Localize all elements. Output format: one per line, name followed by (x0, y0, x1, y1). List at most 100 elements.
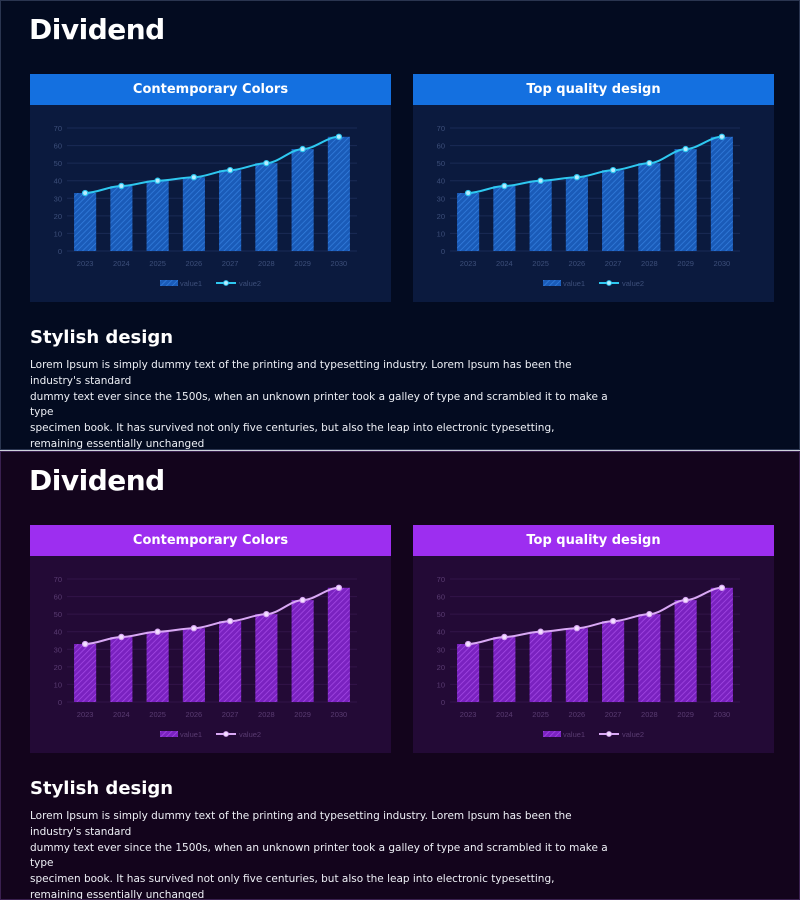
y-tick-label: 30 (437, 645, 445, 654)
line-marker (263, 159, 270, 167)
legend-marker-value2 (223, 731, 229, 737)
x-tick-label: 2024 (496, 710, 513, 719)
y-tick-label: 20 (437, 663, 445, 672)
bar (457, 193, 480, 251)
bar (529, 631, 552, 702)
y-tick-label: 50 (54, 159, 62, 168)
bar (110, 185, 133, 251)
x-tick-label: 2026 (186, 710, 203, 719)
line-marker (718, 133, 726, 140)
y-tick-label: 40 (437, 628, 445, 637)
x-tick-label: 2025 (149, 710, 166, 719)
y-tick-label: 30 (54, 645, 62, 654)
bar (255, 163, 278, 251)
bar (602, 170, 625, 251)
chart-panel-top-quality-design: Top quality design 0 10 20 30 40 50 60 70 2023 20… (413, 525, 774, 753)
x-tick-label: 2029 (677, 710, 694, 719)
x-tick-label: 2024 (496, 259, 513, 268)
x-tick-label: 2028 (258, 259, 275, 268)
line-marker (335, 133, 343, 140)
x-tick-label: 2029 (294, 710, 311, 719)
y-tick-label: 50 (437, 159, 445, 168)
x-tick-label: 2027 (222, 710, 239, 719)
x-tick-label: 2029 (294, 259, 311, 268)
bar (219, 170, 242, 251)
chart-title: Top quality design (413, 74, 774, 105)
bar (219, 621, 242, 702)
line-marker (501, 633, 508, 641)
line-marker (226, 166, 234, 174)
x-tick-label: 2027 (605, 710, 622, 719)
legend-marker-value2 (606, 280, 612, 286)
slide-title: Dividend (29, 464, 165, 497)
legend-label-value2: value2 (239, 279, 261, 288)
y-tick-label: 70 (437, 575, 445, 584)
y-tick-label: 50 (437, 610, 445, 619)
y-tick-label: 0 (58, 698, 62, 707)
y-tick-label: 70 (54, 575, 62, 584)
y-tick-label: 0 (441, 698, 445, 707)
x-tick-label: 2023 (77, 710, 94, 719)
line-marker (646, 610, 653, 618)
y-tick-label: 10 (437, 680, 445, 689)
y-tick-label: 20 (54, 212, 62, 221)
bar (291, 600, 314, 702)
bar (327, 136, 350, 251)
y-tick-label: 70 (54, 124, 62, 133)
legend-swatch-value1 (543, 731, 561, 737)
x-tick-label: 2023 (460, 259, 477, 268)
y-tick-label: 50 (54, 610, 62, 619)
line-marker (464, 640, 472, 648)
line-marker (537, 628, 544, 635)
bar (638, 614, 661, 702)
bar (74, 644, 97, 702)
line-marker (154, 628, 161, 635)
chart-title: Contemporary Colors (30, 525, 391, 556)
line-marker (609, 166, 617, 174)
x-tick-label: 2024 (113, 259, 130, 268)
line-marker (718, 584, 726, 591)
line-marker (464, 189, 472, 197)
bar (146, 180, 169, 251)
legend-label-value2: value2 (622, 279, 644, 288)
x-tick-label: 2028 (641, 710, 658, 719)
bar (638, 163, 661, 251)
section-title: Stylish design (30, 778, 174, 799)
line-marker (299, 145, 306, 153)
x-tick-label: 2029 (677, 259, 694, 268)
line-marker (118, 633, 125, 641)
bar (674, 149, 697, 251)
x-tick-label: 2025 (532, 710, 549, 719)
line-marker (263, 610, 270, 618)
x-tick-label: 2023 (77, 259, 94, 268)
chart-panel-top-quality-design: Top quality design 0 10 20 30 40 50 60 70 2023 20… (413, 74, 774, 302)
y-tick-label: 60 (437, 593, 445, 602)
line-marker (81, 640, 89, 648)
slide-blue: Dividend Contemporary Colors 0 10 20 30 40 50… (0, 0, 800, 450)
line-marker (226, 617, 234, 625)
line-marker (646, 159, 653, 167)
y-tick-label: 30 (54, 194, 62, 203)
legend-swatch-value1 (160, 280, 178, 286)
legend-marker-value2 (223, 280, 229, 286)
legend-marker-value2 (606, 731, 612, 737)
y-tick-label: 20 (54, 663, 62, 672)
x-tick-label: 2030 (714, 259, 731, 268)
bar (110, 636, 133, 702)
section-title: Stylish design (30, 327, 174, 348)
x-tick-label: 2028 (641, 259, 658, 268)
x-tick-label: 2026 (569, 710, 586, 719)
bar (493, 636, 516, 702)
y-tick-label: 10 (54, 680, 62, 689)
legend-label-value2: value2 (622, 730, 644, 739)
x-tick-label: 2026 (186, 259, 203, 268)
y-tick-label: 20 (437, 212, 445, 221)
chart-panel-contemporary-colors: Contemporary Colors 0 10 20 30 40 50 60 70 2023 2… (30, 74, 391, 302)
bar (255, 614, 278, 702)
slide-purple: Dividend Contemporary Colors 0 10 20 30 40 50… (0, 451, 800, 900)
line-marker (190, 173, 198, 181)
y-tick-label: 60 (54, 142, 62, 151)
x-tick-label: 2030 (331, 259, 348, 268)
